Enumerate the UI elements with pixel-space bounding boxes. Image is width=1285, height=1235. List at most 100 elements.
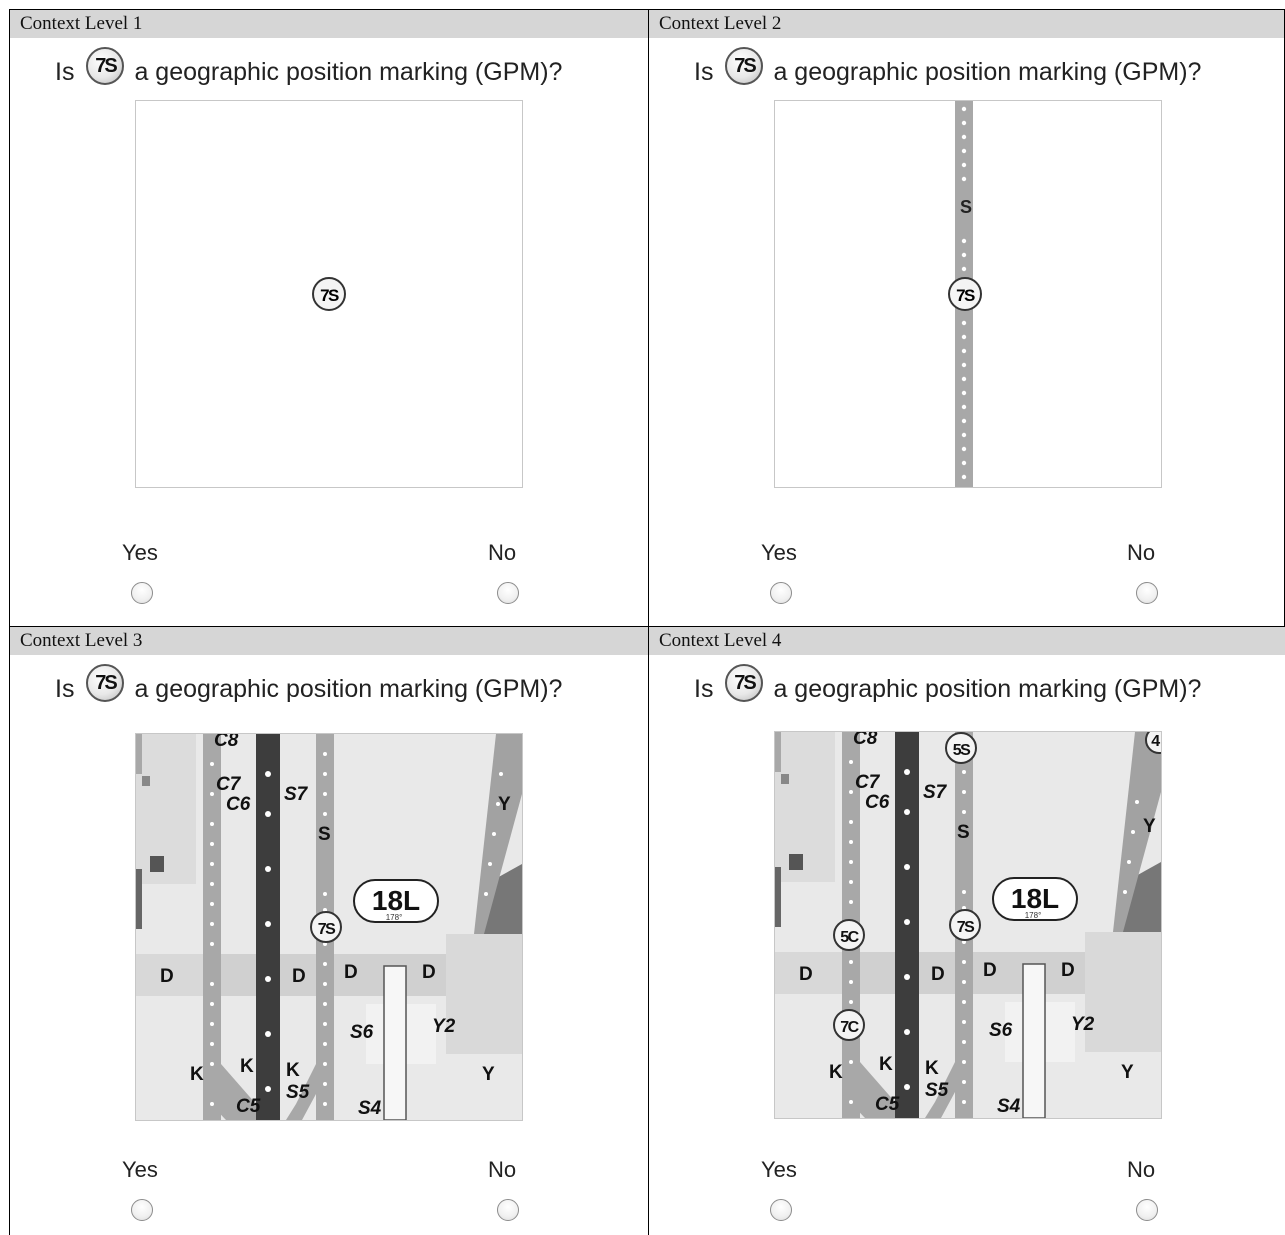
map-label-s: S: [957, 822, 970, 843]
no-label: No: [1127, 1157, 1156, 1182]
yes-label: Yes: [761, 1157, 797, 1182]
map-label-c5: C5: [875, 1094, 900, 1115]
question-prefix: Is: [694, 57, 714, 86]
map-label-c8: C8: [214, 734, 239, 751]
yes-label: Yes: [761, 540, 797, 565]
question: Is 7S a geographic position marking (GPM…: [694, 47, 1202, 94]
yes-label: Yes: [122, 1157, 158, 1182]
runway-heading: 178°: [1025, 911, 1042, 920]
map-label-y-bottom: Y: [482, 1064, 495, 1085]
runway-label: 18L: [372, 885, 420, 916]
no-radio[interactable]: [1136, 1199, 1158, 1221]
map-label-c7: C7: [216, 774, 242, 795]
gpm-marker-icon: 7S: [86, 664, 125, 702]
map-label-y2: Y2: [1071, 1014, 1095, 1035]
no-label: No: [488, 540, 517, 565]
map-label-k2: K: [240, 1056, 254, 1077]
map-label-s5: S5: [286, 1082, 310, 1103]
table-border-top: [10, 9, 1285, 10]
gpm-marker-5c-icon: 5C: [833, 919, 865, 951]
gpm-marker-icon: 7S: [725, 47, 764, 85]
gpm-marker-icon: 7S: [949, 909, 981, 941]
gpm-marker-icon: 7S: [948, 277, 982, 311]
gpm-marker-icon: 7S: [86, 47, 125, 85]
map-label-d3: D: [344, 962, 358, 983]
map-label-s: S: [318, 824, 331, 845]
map-label-d4: D: [1061, 960, 1075, 981]
question: Is 7S a geographic position marking (GPM…: [55, 47, 563, 94]
map-label-y-top: Y: [1143, 816, 1156, 837]
map-label-s6: S6: [989, 1020, 1013, 1041]
map-label-c5: C5: [236, 1096, 261, 1117]
map-label-s6: S6: [350, 1022, 374, 1043]
runway-heading: 178°: [386, 913, 403, 922]
map-marker-label: 7S: [957, 919, 975, 936]
table-border-left: [9, 9, 10, 1235]
question-prefix: Is: [694, 674, 714, 703]
map-marker-7c: 7C: [840, 1019, 859, 1036]
question-text: a geographic position marking (GPM)?: [134, 674, 563, 703]
map-image: 7S: [135, 100, 523, 488]
table-divider-center: [648, 9, 649, 1235]
gpm-marker-5s-icon: 5S: [945, 732, 977, 764]
map-label-s5: S5: [925, 1080, 949, 1101]
taxiway-label: S: [960, 197, 972, 217]
map-label-c6: C6: [226, 794, 251, 815]
no-label: No: [1127, 540, 1156, 565]
question: Is 7S a geographic position marking (GPM…: [694, 664, 1201, 711]
yes-radio[interactable]: [770, 582, 792, 604]
airport-map-svg: C8 C7 C6 S7 S Y D D D D S6 Y2 K K K S5 C: [136, 734, 522, 1120]
no-radio[interactable]: [1136, 582, 1158, 604]
taxiway-centerline-dots: [961, 106, 967, 480]
gpm-marker-4-icon: 4: [1145, 732, 1161, 754]
map-image: S 7S: [774, 100, 1162, 488]
map-label-d1: D: [799, 964, 813, 985]
map-marker-label: 7S: [318, 921, 336, 938]
panel-context-level-1: Context Level 1 Is 7S a geographic posit…: [10, 10, 648, 626]
map-label-s7: S7: [284, 784, 309, 805]
map-label-y2: Y2: [432, 1016, 456, 1037]
question-text: a geographic position marking (GPM)?: [773, 57, 1202, 86]
question-prefix: Is: [55, 57, 75, 86]
yes-radio[interactable]: [770, 1199, 792, 1221]
yes-radio[interactable]: [131, 582, 153, 604]
airport-map: C8 C7 C6 S7 S Y D D D D S6 Y2 K K K S5 C: [774, 731, 1162, 1119]
question-prefix: Is: [55, 674, 75, 703]
map-label-k1: K: [829, 1062, 843, 1083]
map-label-k3: K: [925, 1058, 939, 1079]
map-label-k3: K: [286, 1060, 300, 1081]
map-label-c6: C6: [865, 792, 890, 813]
gpm-marker-icon: 7S: [312, 277, 346, 311]
map-marker-label: 7S: [956, 286, 975, 305]
map-label-s4: S4: [358, 1098, 382, 1119]
yes-radio[interactable]: [131, 1199, 153, 1221]
question-text: a geographic position marking (GPM)?: [134, 57, 563, 86]
panel-header: Context Level 3: [10, 627, 648, 655]
runway-sign: 18L 178°: [353, 879, 439, 923]
table-divider-middle: [10, 626, 1285, 627]
airport-map: C8 C7 C6 S7 S Y D D D D S6 Y2 K K K S5 C: [135, 733, 523, 1121]
gpm-marker-icon: 7S: [310, 911, 342, 943]
map-label-c8: C8: [853, 732, 878, 749]
map-label-c7: C7: [855, 772, 881, 793]
map-label-d4: D: [422, 962, 436, 983]
map-label-y-top: Y: [498, 794, 511, 815]
map-label-d2: D: [292, 966, 306, 987]
panel-context-level-2: Context Level 2 Is 7S a geographic posit…: [649, 10, 1285, 626]
map-marker-5s: 5S: [953, 742, 971, 759]
map-label-y-bottom: Y: [1121, 1062, 1134, 1083]
no-radio[interactable]: [497, 582, 519, 604]
map-label-d3: D: [983, 960, 997, 981]
no-label: No: [488, 1157, 517, 1182]
question: Is 7S a geographic position marking (GPM…: [55, 664, 563, 711]
airport-map-svg: C8 C7 C6 S7 S Y D D D D S6 Y2 K K K S5 C: [775, 732, 1161, 1118]
panel-header: Context Level 2: [649, 10, 1285, 38]
runway-sign: 18L 178°: [992, 877, 1078, 921]
yes-label: Yes: [122, 540, 158, 565]
panel-header: Context Level 1: [10, 10, 648, 38]
map-label-k1: K: [190, 1064, 204, 1085]
map-marker-4: 4: [1151, 733, 1160, 750]
map-label-s4: S4: [997, 1096, 1021, 1117]
no-radio[interactable]: [497, 1199, 519, 1221]
